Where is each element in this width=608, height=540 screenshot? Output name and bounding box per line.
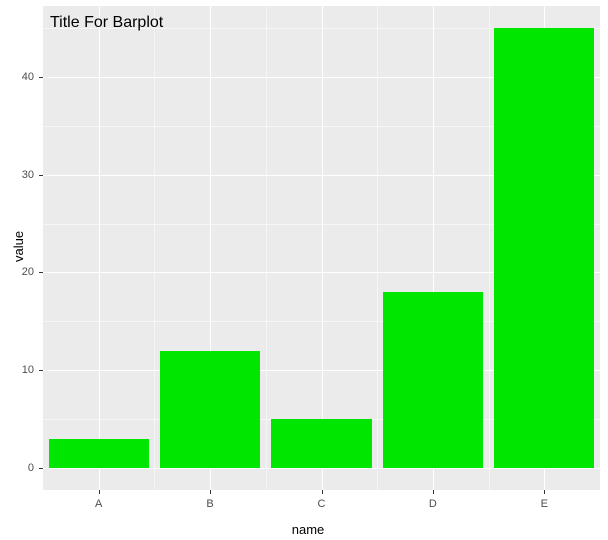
y-tick-label: 10 (0, 364, 34, 376)
x-tick-label: B (206, 498, 213, 510)
x-tick-mark (322, 490, 323, 494)
x-tick-label: D (429, 498, 437, 510)
y-tick-mark (39, 272, 43, 273)
gridline-x-minor (154, 6, 155, 490)
gridline-x-minor (377, 6, 378, 490)
bar (160, 351, 260, 468)
x-tick-mark (544, 490, 545, 494)
gridline-x-minor (266, 6, 267, 490)
y-tick-label: 20 (0, 266, 34, 278)
y-axis-title: value (11, 231, 26, 262)
gridline-x-minor (489, 6, 490, 490)
x-tick-mark (433, 490, 434, 494)
y-tick-label: 40 (0, 71, 34, 83)
bar (271, 419, 371, 468)
gridline-x-major (99, 6, 100, 490)
y-tick-mark (39, 175, 43, 176)
bar (494, 28, 594, 468)
y-tick-label: 0 (0, 462, 34, 474)
y-tick-mark (39, 370, 43, 371)
y-tick-mark (39, 77, 43, 78)
plot-panel (43, 6, 600, 490)
y-tick-label: 30 (0, 169, 34, 181)
right-margin-strip (602, 0, 608, 540)
x-tick-mark (99, 490, 100, 494)
barplot: Title For Barplot value name 0 10 20 30 40 A… (0, 0, 608, 540)
y-tick-mark (39, 468, 43, 469)
x-axis-title: name (292, 522, 325, 537)
x-tick-mark (210, 490, 211, 494)
bar (383, 292, 483, 468)
gridline-x-major (322, 6, 323, 490)
chart-title: Title For Barplot (50, 14, 163, 32)
x-tick-label: E (541, 498, 548, 510)
x-tick-label: C (318, 498, 326, 510)
bar (49, 439, 149, 468)
x-tick-label: A (95, 498, 102, 510)
